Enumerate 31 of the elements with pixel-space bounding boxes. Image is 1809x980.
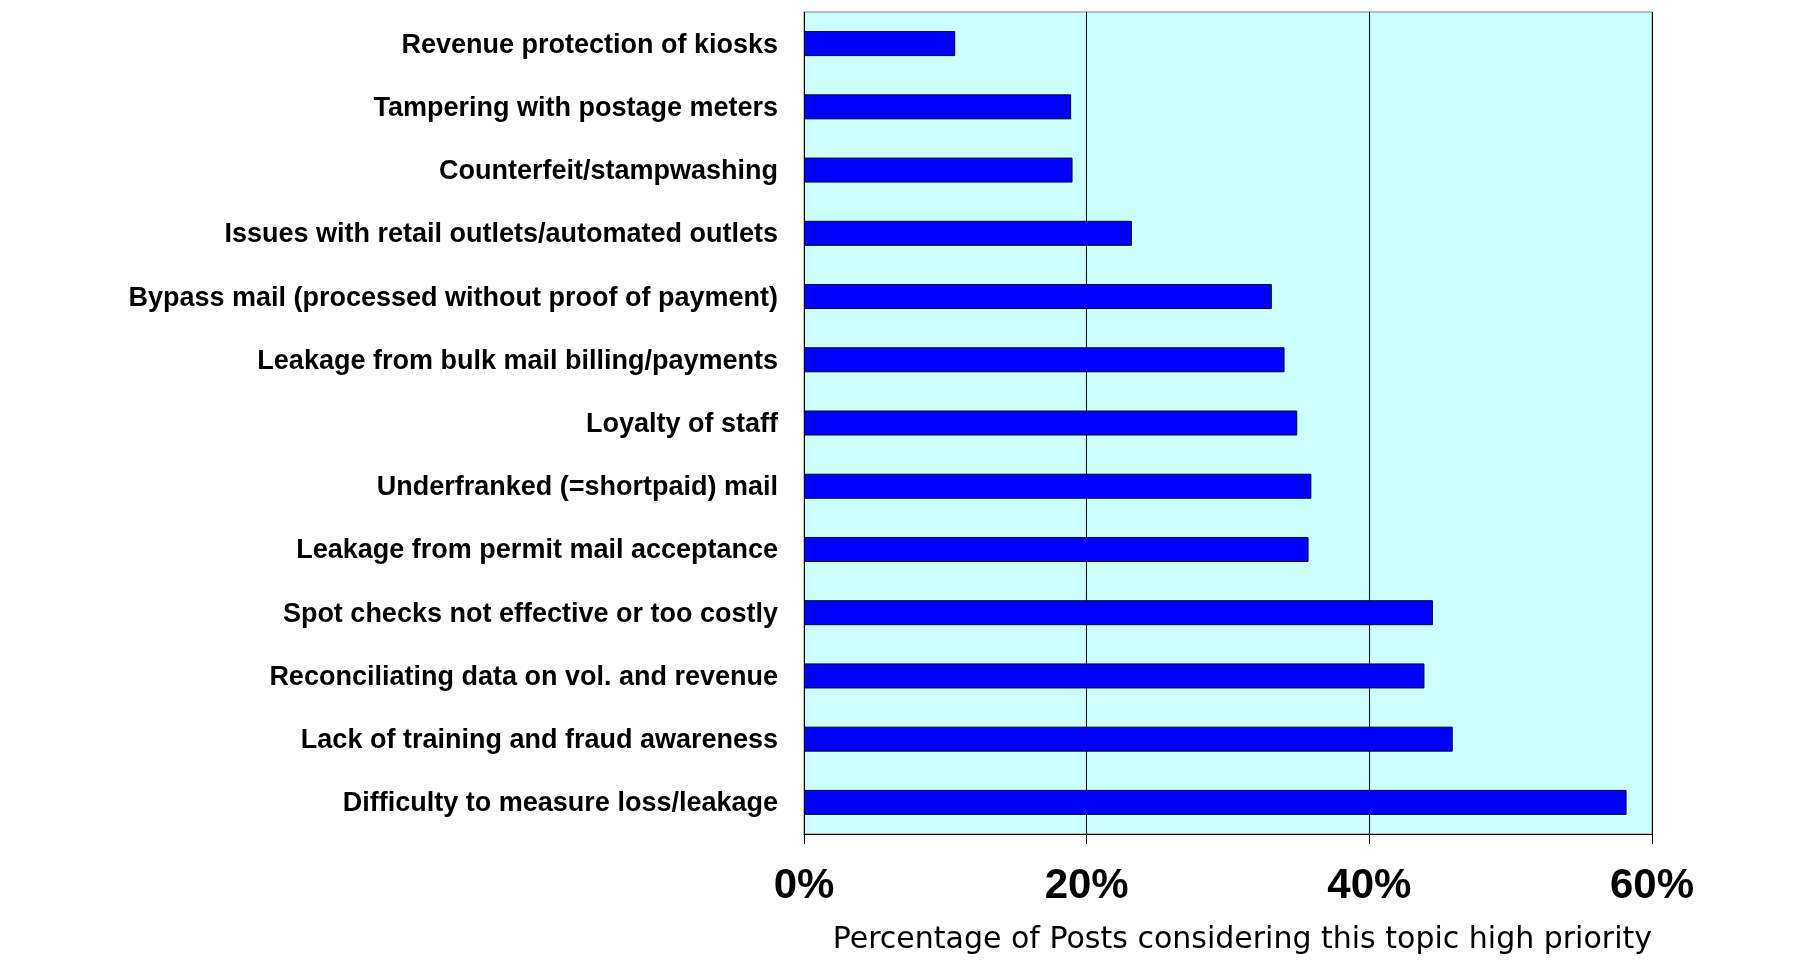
bar bbox=[804, 157, 1073, 183]
bar bbox=[804, 410, 1298, 436]
y-tick-label: Loyalty of staff bbox=[585, 408, 779, 438]
bar bbox=[804, 284, 1272, 310]
bar bbox=[804, 663, 1425, 689]
x-tick-label: 20% bbox=[1044, 859, 1129, 907]
y-tick-label: Difficulty to measure loss/leakage bbox=[342, 787, 778, 818]
y-tick-label: Leakage from bulk mail billing/payments bbox=[257, 344, 778, 375]
bar bbox=[804, 789, 1627, 815]
y-tick-label: Revenue protection of kiosks bbox=[401, 28, 778, 59]
bar bbox=[804, 220, 1132, 246]
y-tick-label: Underfranked (=shortpaid) mail bbox=[376, 471, 778, 502]
y-tick-label: Spot checks not effective or too costly bbox=[282, 597, 778, 628]
y-tick-label: Issues with retail outlets/automated outlets bbox=[224, 218, 778, 249]
x-axis-title: Percentage of Posts considering this topic high priority bbox=[832, 919, 1652, 955]
x-tick-label: 40% bbox=[1327, 859, 1412, 907]
y-tick-label: Counterfeit/stampwashing bbox=[438, 155, 778, 186]
bar bbox=[804, 347, 1285, 373]
y-tick-label: Leakage from permit mail acceptance bbox=[296, 534, 778, 565]
y-tick-label: Tampering with postage meters bbox=[373, 91, 778, 122]
bar bbox=[804, 536, 1309, 562]
y-tick-label: Bypass mail (processed without proof of payment) bbox=[128, 281, 778, 312]
y-tick-label: Lack of training and fraud awareness bbox=[300, 724, 778, 755]
bar bbox=[804, 473, 1312, 499]
bar bbox=[804, 31, 956, 57]
x-tick-label: 60% bbox=[1609, 859, 1695, 907]
bar bbox=[804, 94, 1072, 120]
bar bbox=[804, 600, 1433, 626]
x-tick-label: 0% bbox=[773, 859, 835, 907]
y-tick-label: Reconciliating data on vol. and revenue bbox=[269, 660, 778, 691]
bar bbox=[804, 726, 1453, 752]
